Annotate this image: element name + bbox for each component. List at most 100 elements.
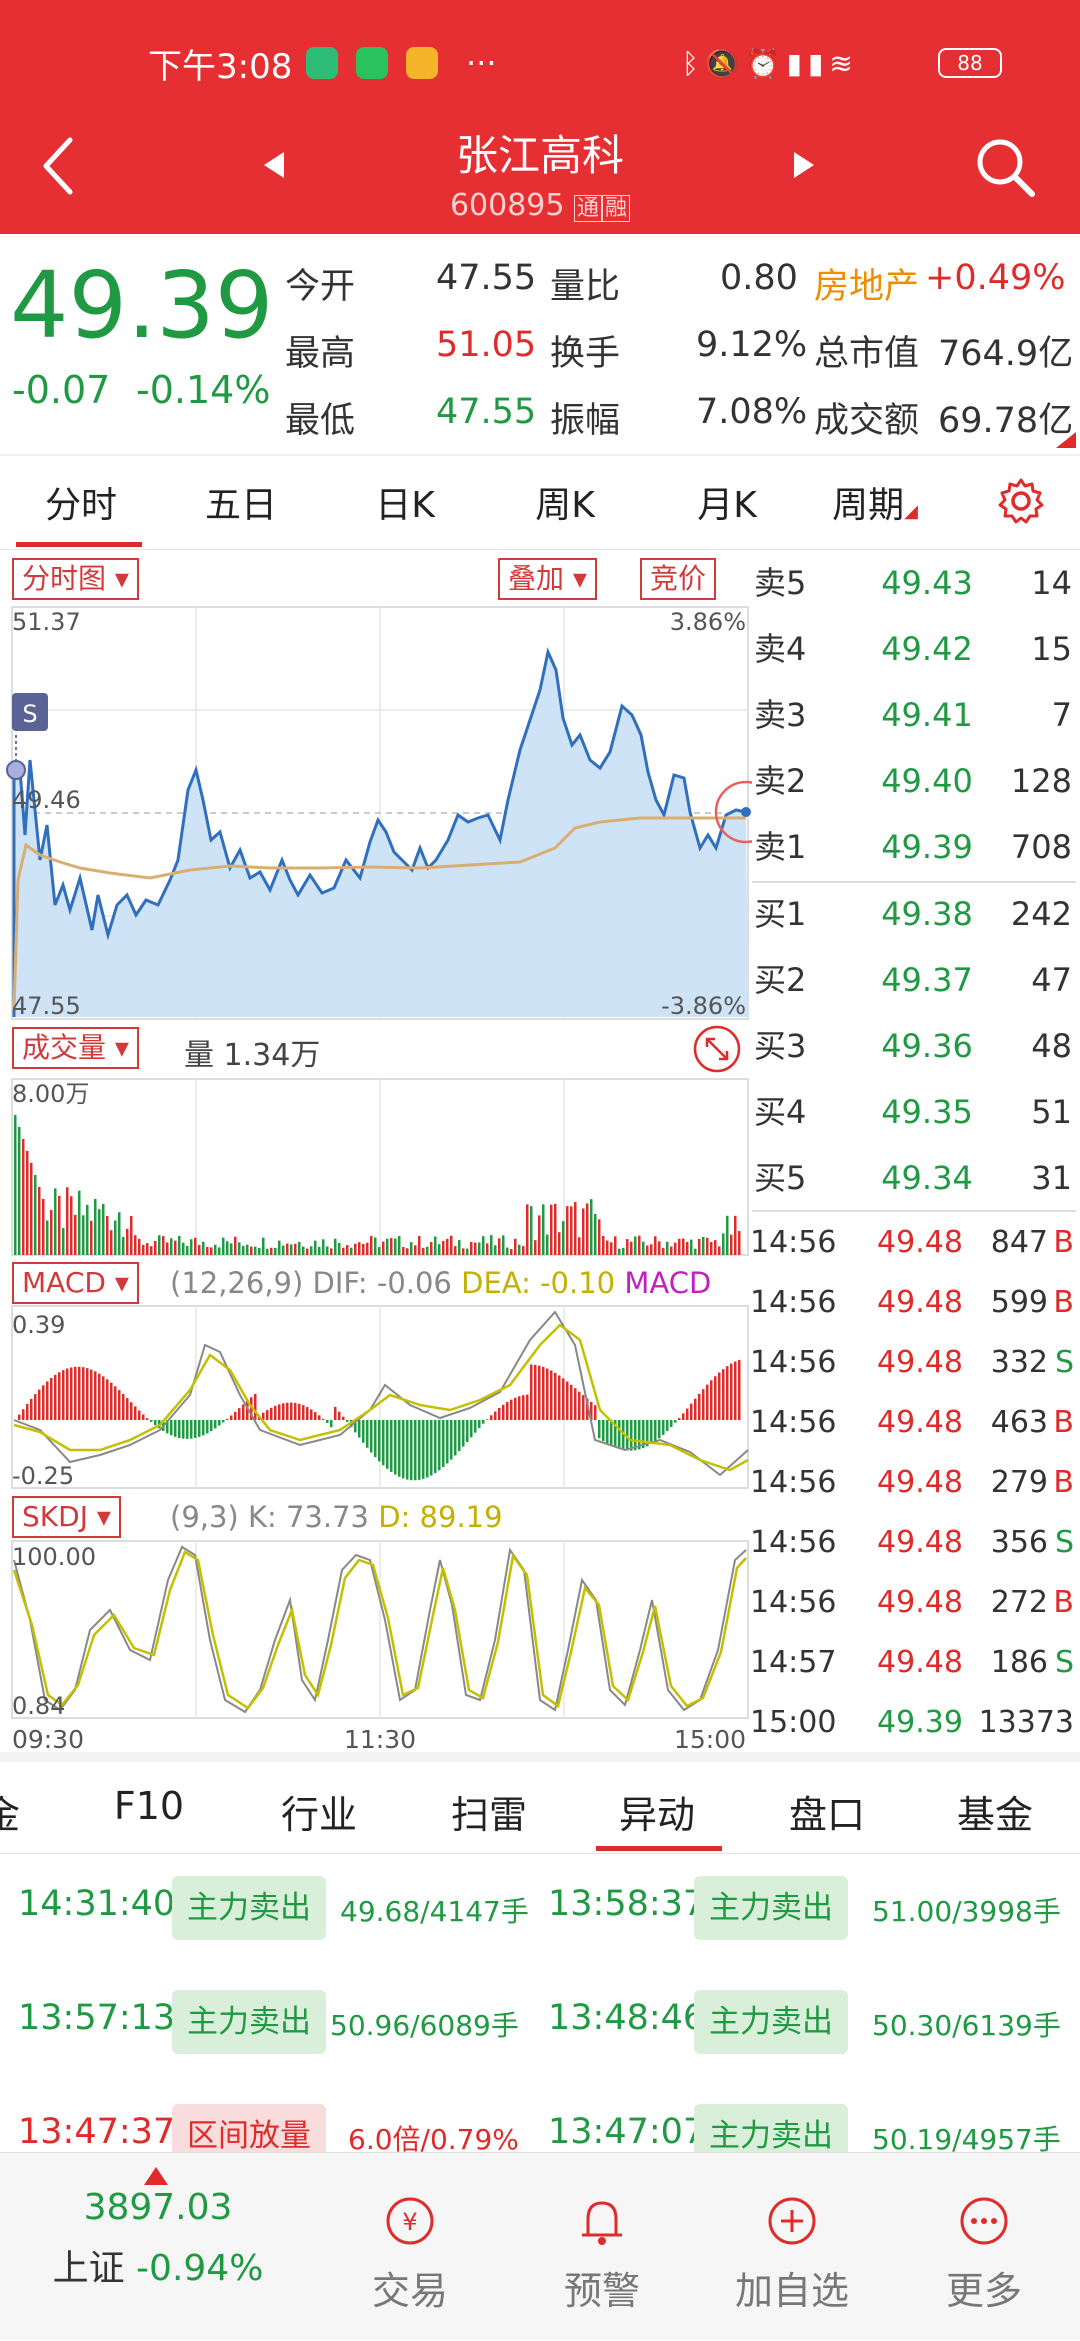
macd-axis-bottom: -0.25: [12, 1462, 74, 1490]
skdj-dropdown[interactable]: SKDJ ▾: [12, 1496, 121, 1538]
macd-axis-top: 0.39: [12, 1311, 65, 1339]
volume-bar: [90, 1220, 93, 1255]
tab-five-day[interactable]: 五日: [204, 485, 277, 526]
volume-bar: [234, 1236, 237, 1255]
volume-bar: [434, 1236, 437, 1255]
nav-add-watchlist[interactable]: 加自选: [712, 2193, 872, 2315]
macd-bar: [450, 1420, 453, 1460]
macd-bar: [454, 1420, 457, 1456]
list-item[interactable]: 13:47:37 区间放量 6.0倍/0.79% 13:47:07 主力卖出 5…: [0, 2084, 1080, 2152]
volume-bar: [546, 1234, 549, 1255]
volume-bar: [110, 1230, 113, 1255]
macd-bar: [522, 1395, 525, 1420]
tab-period[interactable]: 周期◢: [832, 485, 918, 526]
macd-bar: [266, 1410, 269, 1420]
tab-weekly-k[interactable]: 周K: [535, 485, 595, 526]
macd-bar: [594, 1405, 597, 1420]
macd-bar: [218, 1420, 221, 1426]
macd-bar: [70, 1367, 73, 1420]
volume-bar: [306, 1248, 309, 1255]
volume-bar: [138, 1238, 141, 1255]
next-stock-icon[interactable]: [792, 150, 816, 180]
back-icon[interactable]: [40, 136, 76, 196]
volume-bar: [22, 1139, 25, 1255]
svg-text:¥: ¥: [402, 2208, 417, 2236]
mute-icon: 🔕: [704, 46, 746, 80]
event-badge: 主力卖出: [694, 2104, 848, 2152]
volume-bar: [682, 1238, 685, 1255]
macd-bar: [490, 1415, 493, 1420]
time-axis-start: 09:30: [12, 1725, 84, 1754]
macd-bar: [226, 1419, 229, 1420]
volume-bar: [170, 1238, 173, 1255]
volume-bar: [506, 1247, 509, 1255]
volume-bar: [190, 1239, 193, 1255]
macd-bar: [630, 1420, 633, 1451]
volume-bar: [26, 1151, 29, 1255]
macd-bar: [186, 1420, 189, 1439]
macd-dropdown[interactable]: MACD ▾: [12, 1262, 139, 1304]
time-axis-end: 15:00: [674, 1725, 746, 1754]
list-item[interactable]: 14:31:40 主力卖出 49.68/4147手 13:58:37 主力卖出 …: [0, 1856, 1080, 1952]
macd-bar: [150, 1420, 153, 1422]
macd-bar: [526, 1394, 529, 1420]
intraday-charts: S 51.37 49.46 47.55 3.86% -3.86% 8.00万 0…: [6, 606, 752, 1754]
macd-bar: [726, 1366, 729, 1420]
volume-bar: [418, 1235, 421, 1255]
expand-corner-icon[interactable]: [1056, 432, 1076, 448]
event-badge: 区间放量: [172, 2104, 326, 2152]
auction-button[interactable]: 竞价: [640, 558, 717, 600]
volume-bar: [322, 1239, 325, 1255]
ask-row-2: 卖2 49.40 128: [754, 762, 1072, 800]
search-icon[interactable]: [972, 134, 1038, 200]
tab-order-book[interactable]: 盘口: [788, 1793, 865, 1837]
index-ticker[interactable]: 3897.03 上证 -0.94%: [20, 2153, 296, 2341]
fullscreen-icon[interactable]: [692, 1024, 742, 1074]
index-change: -0.94%: [136, 2248, 264, 2289]
nav-trade-label: 交易: [371, 2269, 448, 2313]
timeshare-chart-dropdown[interactable]: 分时图 ▾: [12, 558, 139, 600]
volume-dropdown[interactable]: 成交量 ▾: [12, 1027, 139, 1069]
macd-bar: [282, 1403, 285, 1420]
list-item[interactable]: 13:57:13 主力卖出 50.96/6089手 13:48:46 主力卖出 …: [0, 1970, 1080, 2066]
volume-bar: [470, 1242, 473, 1255]
tab-industry[interactable]: 行业: [280, 1793, 357, 1837]
tab-funds[interactable]: 基金: [956, 1793, 1033, 1837]
macd-bar: [270, 1407, 273, 1420]
volume-bar: [158, 1235, 161, 1255]
tab-fund-cut[interactable]: 金: [0, 1793, 20, 1837]
macd-histogram: [18, 1359, 741, 1481]
volume-bar: [378, 1247, 381, 1255]
tab-monthly-k[interactable]: 月K: [697, 485, 757, 526]
sector-link[interactable]: 房地产: [814, 267, 920, 307]
tab-anomaly[interactable]: 异动: [618, 1793, 695, 1837]
prev-stock-icon[interactable]: [262, 150, 286, 180]
volume-bar: [406, 1248, 409, 1255]
tab-daily-k[interactable]: 日K: [375, 485, 435, 526]
volume-bar: [318, 1246, 321, 1255]
high-label: 最高: [285, 334, 356, 374]
volume-bar: [34, 1175, 37, 1255]
volume-bar: [134, 1235, 137, 1255]
trade-icon: ¥: [386, 2197, 434, 2245]
macd-bar: [102, 1376, 105, 1420]
nav-alert[interactable]: 预警: [522, 2193, 682, 2315]
volume-bar: [270, 1247, 273, 1255]
wechat-icon: [356, 47, 388, 79]
macd-bar: [546, 1368, 549, 1420]
price-change-pct: -0.14%: [136, 368, 271, 412]
tab-f10[interactable]: F10: [113, 1784, 185, 1828]
overlay-dropdown[interactable]: 叠加 ▾: [498, 558, 597, 600]
macd-bar: [690, 1403, 693, 1420]
settings-gear-icon[interactable]: [996, 476, 1046, 526]
nav-trade[interactable]: ¥ 交易: [330, 2193, 490, 2315]
volume-bar: [646, 1245, 649, 1255]
tick-row: 14:56 49.48 599 B: [750, 1285, 1074, 1320]
macd-bar: [42, 1385, 45, 1420]
event-badge: 主力卖出: [694, 1876, 848, 1940]
volume-bar: [114, 1220, 117, 1255]
tab-risk-scan[interactable]: 扫雷: [450, 1793, 527, 1837]
nav-more[interactable]: 更多: [904, 2193, 1064, 2315]
tab-timeshare[interactable]: 分时: [44, 485, 117, 526]
high-value: 51.05: [436, 325, 537, 365]
